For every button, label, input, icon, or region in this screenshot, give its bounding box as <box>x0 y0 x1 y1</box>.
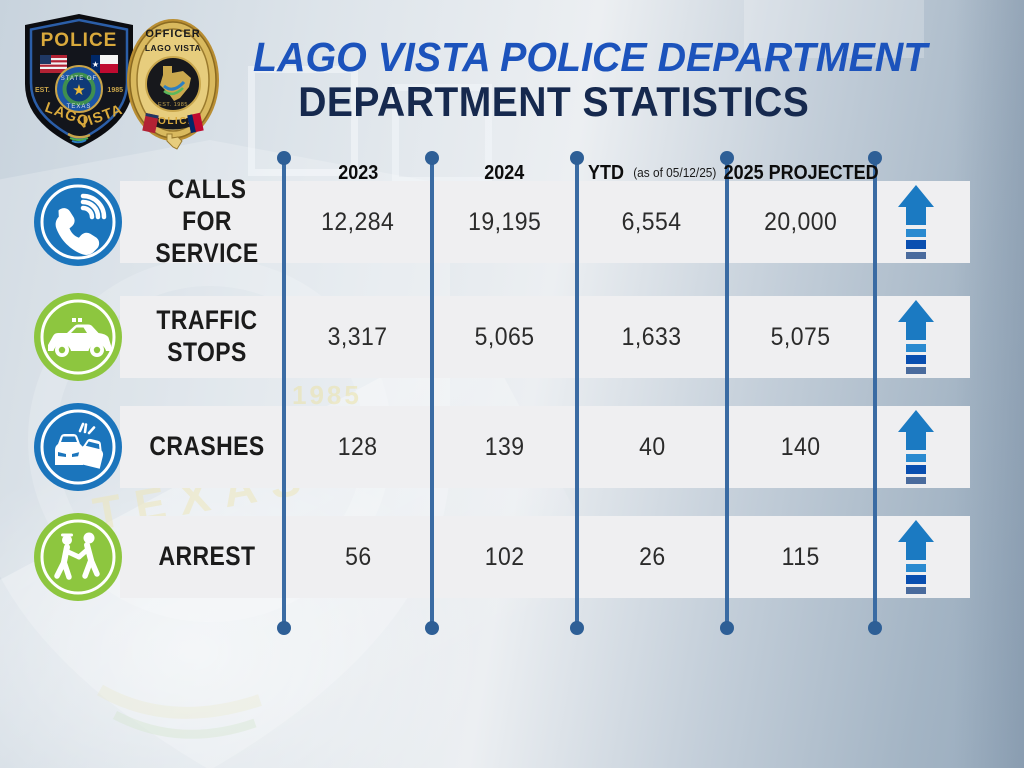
value-2025-projected: 5,075 <box>771 322 831 351</box>
value-ytd: 1,633 <box>622 322 682 351</box>
column-header-2024: 2024 <box>484 161 525 184</box>
value-ytd: 26 <box>638 542 666 571</box>
page-subtitle: DEPARTMENT STATISTICS <box>298 78 810 125</box>
us-flag-icon <box>142 112 159 134</box>
value-2025-projected: 140 <box>781 432 821 461</box>
patch-texas-text: TEXAS <box>67 104 92 110</box>
officer-badge-logo: OFFICER LAGO VISTA EST. 1985 POLICE <box>127 19 219 150</box>
value-2023: 3,317 <box>328 322 388 351</box>
police-shield-patch-logo: POLICE ★ STATE OF TEXAS ★ EST. 1985 LAGO… <box>25 14 133 148</box>
svg-text:★: ★ <box>92 60 99 69</box>
up-trend-arrow-icon <box>898 300 934 374</box>
row-label: TRAFFIC STOPS <box>156 305 258 367</box>
patch-police-text: POLICE <box>41 30 118 51</box>
up-trend-arrow-icon <box>898 185 934 259</box>
car-crash-icon <box>34 403 122 491</box>
value-2025-projected: 20,000 <box>764 207 838 236</box>
stat-row-crashes: CRASHES 128 139 40 140 <box>34 403 970 491</box>
stat-row-calls-for-service: CALLS FOR SERVICE 12,284 19,195 6,554 20… <box>34 174 970 268</box>
value-ytd: 6,554 <box>622 207 682 236</box>
value-2025-projected: 115 <box>781 542 821 571</box>
badge-est-text: EST. 1985 <box>158 102 188 108</box>
row-label: ARREST <box>158 541 256 572</box>
badge-officer-text: OFFICER <box>145 28 200 40</box>
value-2024: 139 <box>484 432 525 461</box>
up-trend-arrow-icon <box>898 520 934 594</box>
up-trend-arrow-icon <box>898 410 934 484</box>
value-2024: 5,065 <box>474 322 535 351</box>
value-2024: 19,195 <box>467 207 542 236</box>
phone-call-icon <box>34 178 122 266</box>
column-header-2025-projected: 2025 PROJECTED <box>723 161 879 184</box>
value-2024: 102 <box>484 542 525 571</box>
patch-year-text: 1985 <box>107 87 123 94</box>
svg-text:★: ★ <box>72 82 85 99</box>
background-right-shade <box>954 0 1024 768</box>
page-title: LAGO VISTA POLICE DEPARTMENT <box>252 34 928 80</box>
patch-state-of-text: STATE OF <box>61 76 97 82</box>
patch-est-text: EST. <box>35 87 50 94</box>
row-label: CALLS FOR SERVICE <box>155 174 259 268</box>
column-divider-line <box>570 151 584 635</box>
column-divider-line <box>277 151 291 635</box>
texas-flag-icon <box>187 112 204 134</box>
column-divider-line <box>868 151 882 635</box>
value-ytd: 40 <box>638 432 666 461</box>
badge-police-text: POLICE <box>150 116 196 127</box>
arrest-icon <box>34 513 122 601</box>
value-2023: 56 <box>344 542 372 571</box>
stat-row-arrest: ARREST 56 102 26 115 <box>34 513 970 601</box>
column-divider-line <box>720 151 734 635</box>
value-2023: 128 <box>338 432 378 461</box>
column-header-ytd: YTD (as of 05/12/25) <box>587 161 717 184</box>
police-car-icon <box>34 293 122 381</box>
badge-lago-vista-text: LAGO VISTA <box>145 43 201 53</box>
us-flag-icon <box>40 55 67 73</box>
column-divider-line <box>425 151 439 635</box>
column-header-2023: 2023 <box>337 161 379 184</box>
value-2023: 12,284 <box>321 207 395 236</box>
ytd-as-of-note: (as of 05/12/25) <box>632 166 717 180</box>
row-label: CRASHES <box>149 431 265 462</box>
stat-row-traffic-stops: TRAFFIC STOPS 3,317 5,065 1,633 5,075 <box>34 293 970 381</box>
texas-flag-icon: ★ <box>91 55 118 73</box>
